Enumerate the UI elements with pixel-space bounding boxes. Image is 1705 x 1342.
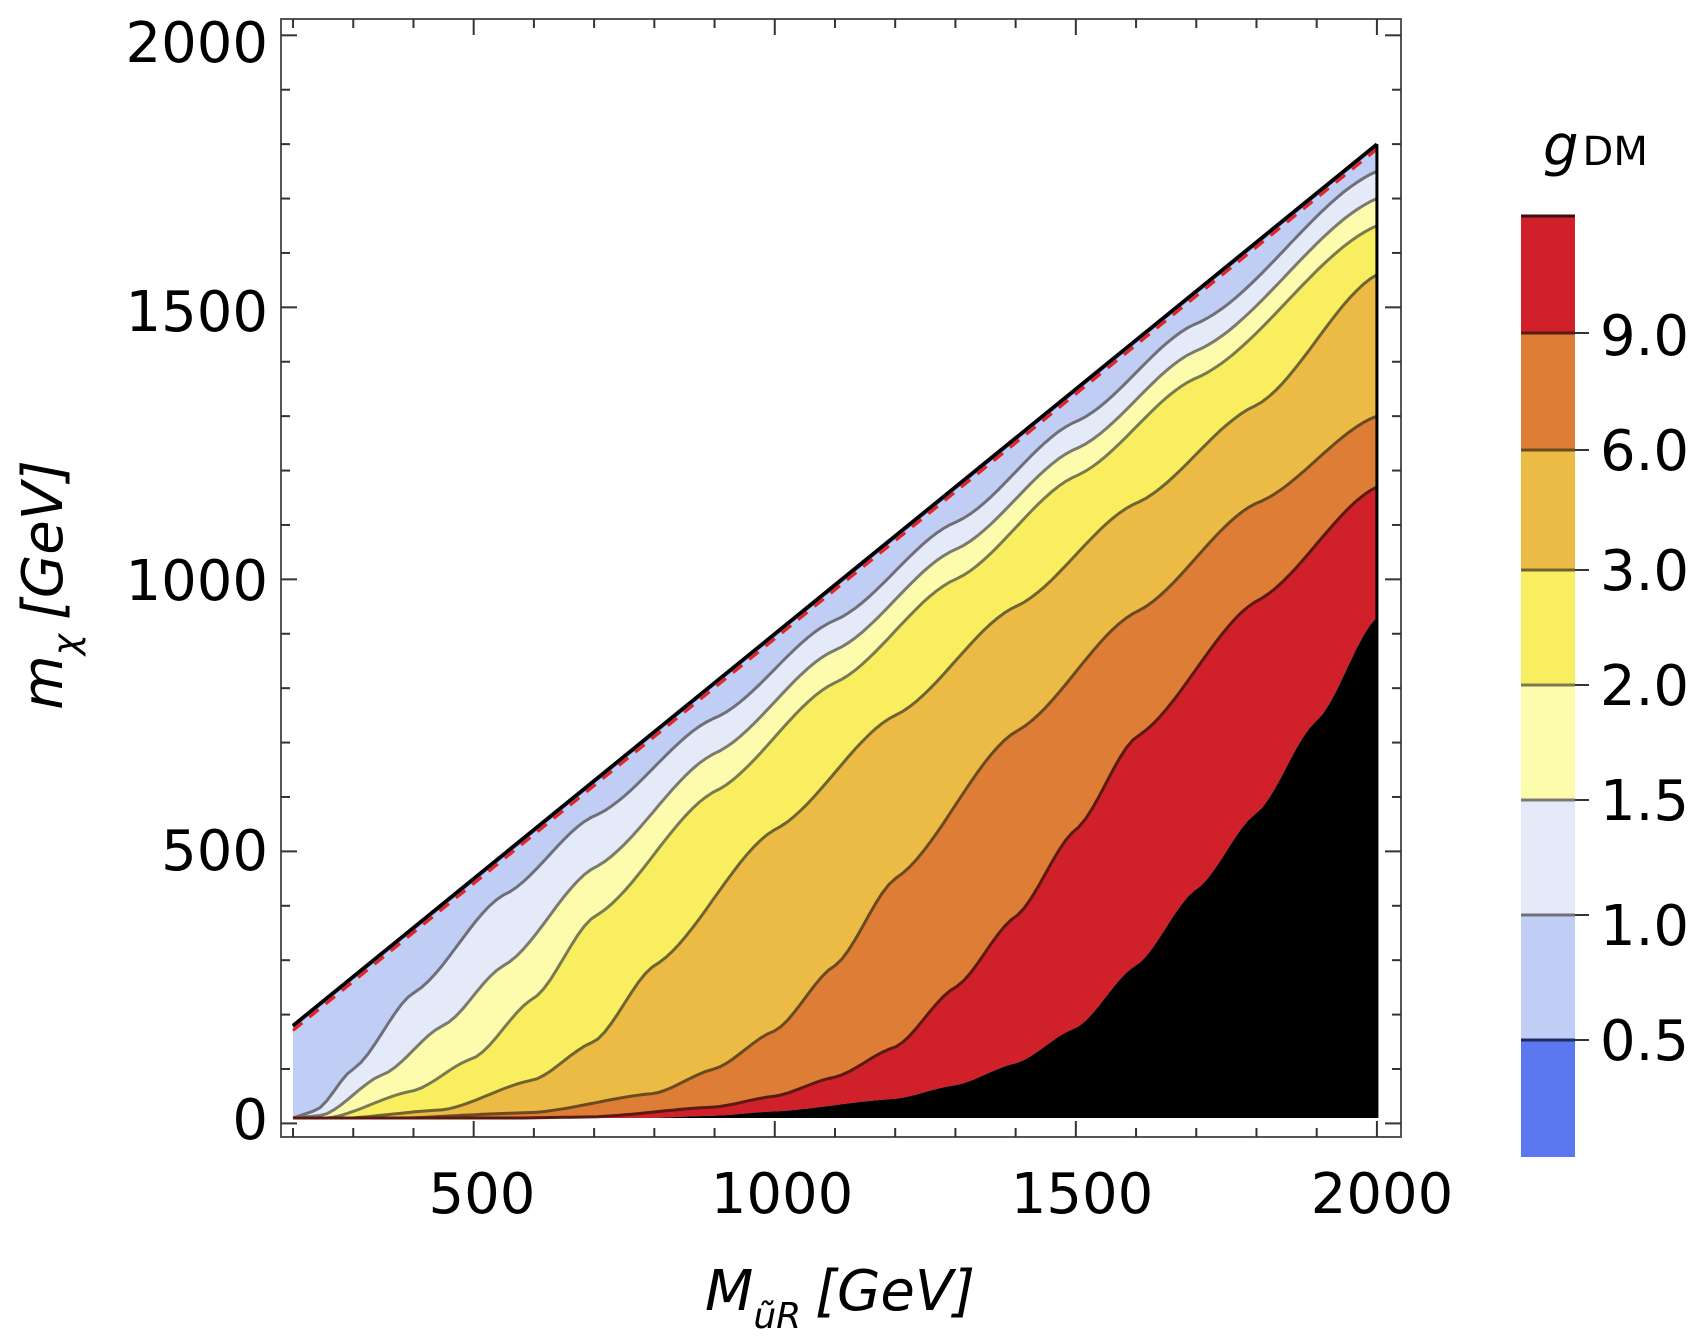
x-tick-label: 1500 — [1011, 1162, 1154, 1227]
y-tick-label: 1500 — [125, 280, 268, 345]
colorbar-band — [1521, 570, 1575, 685]
plot-frame — [280, 18, 1402, 1138]
colorbar-tick-label: 3.0 — [1600, 539, 1689, 604]
contour-band — [293, 617, 1377, 1118]
colorbar-tick-label: 1.5 — [1600, 769, 1689, 834]
upper-boundary-line — [291, 142, 1379, 1027]
x-axis-title-sub: ũR — [753, 1296, 801, 1337]
contour-band — [293, 171, 1377, 1119]
colorbar-band — [1521, 1040, 1575, 1157]
contour-line — [292, 169, 1378, 1120]
colorbar-band — [1521, 216, 1575, 333]
x-tick-label: 1000 — [711, 1162, 854, 1227]
y-tick-label: 0 — [232, 1088, 268, 1153]
contour-band — [293, 274, 1377, 1118]
contour-band — [293, 198, 1377, 1118]
x-tick-labels: 500 1000 1500 2000 — [429, 1162, 1454, 1227]
y-axis-title-unit: [GeV] — [11, 460, 76, 620]
colorbar-band — [1521, 333, 1575, 450]
y-tick-label: 2000 — [125, 11, 268, 76]
x-axis-title-main: M — [705, 1259, 753, 1324]
colorbar-title-main: g — [1543, 114, 1579, 179]
contour-line — [292, 197, 1378, 1120]
contour-band — [293, 416, 1377, 1119]
contour-line — [293, 224, 1378, 1120]
colorbar-band — [1521, 450, 1575, 570]
colorbar — [1521, 214, 1589, 1157]
contour-band — [293, 145, 1377, 1118]
contour-band — [293, 486, 1377, 1118]
colorbar-band — [1521, 915, 1575, 1040]
y-axis-title-sub: χ — [46, 632, 87, 657]
colorbar-band — [1521, 685, 1575, 800]
y-tick-labels: 0 500 1000 1500 2000 — [125, 11, 268, 1153]
colorbar-band — [1521, 800, 1575, 915]
y-axis-title-main: m — [11, 655, 76, 710]
contour-lines — [291, 142, 1379, 1120]
x-tick-label: 500 — [429, 1162, 536, 1227]
contour-line — [293, 273, 1378, 1120]
colorbar-tick-label: 9.0 — [1600, 304, 1689, 369]
contour-line — [293, 485, 1378, 1120]
colorbar-tick-label: 0.5 — [1600, 1009, 1689, 1074]
axis-ticks — [281, 19, 1401, 1137]
dashed-reference-line — [292, 147, 1378, 1032]
colorbar-tick-label: 1.0 — [1600, 894, 1689, 959]
x-axis-title-unit: [GeV] — [815, 1259, 975, 1324]
colorbar-title: g DM — [1543, 114, 1648, 179]
colorbar-title-sub: DM — [1583, 129, 1648, 175]
colorbar-tick-label: 2.0 — [1600, 654, 1689, 719]
y-axis-title: mχ [GeV] — [11, 460, 87, 710]
colorbar-tick-label: 6.0 — [1600, 419, 1689, 484]
y-tick-label: 1000 — [125, 549, 268, 614]
x-tick-label: 2000 — [1311, 1162, 1454, 1227]
contour-line — [293, 414, 1378, 1120]
colorbar-tick-labels: 0.5 1.0 1.5 2.0 3.0 6.0 9.0 — [1600, 304, 1689, 1074]
x-axis-title: MũR [GeV] — [705, 1259, 975, 1337]
y-tick-label: 500 — [161, 819, 268, 884]
